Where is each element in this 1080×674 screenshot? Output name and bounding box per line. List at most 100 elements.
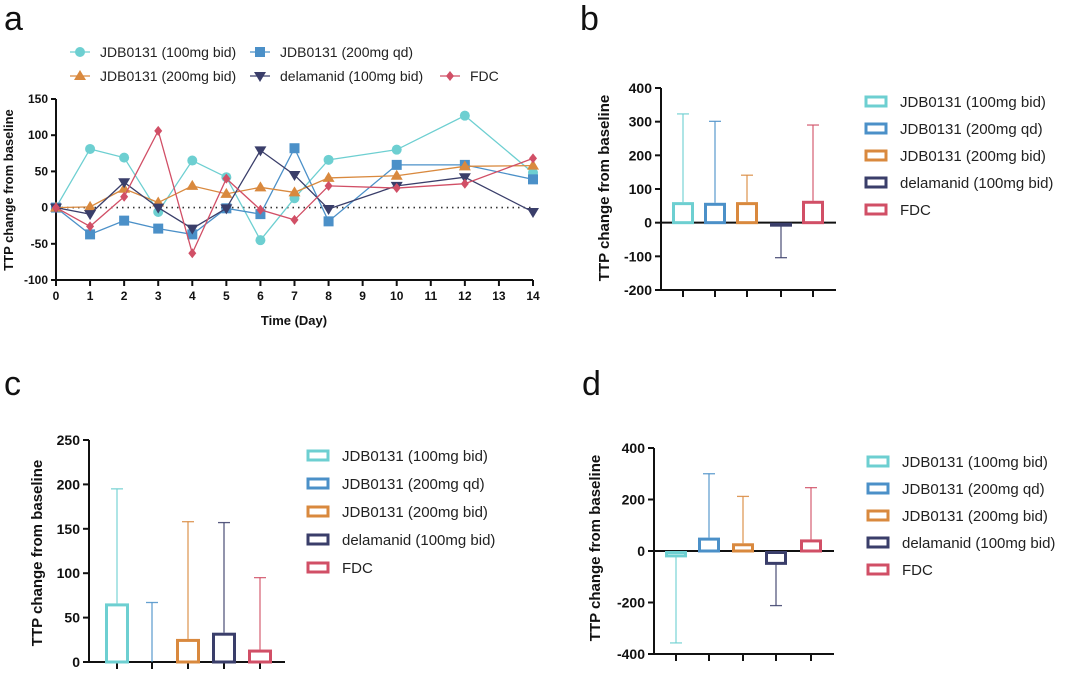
legend-bar-swatch-icon: [864, 122, 888, 135]
panel-c-bars: [105, 488, 272, 664]
panel-d-y-axis-title: TTP change from baseline: [587, 455, 604, 641]
panel-a-data-point: [254, 146, 267, 157]
panel-c-legend-label: JDB0131 (200mg bid): [342, 504, 488, 521]
panel-a-series-line: [55, 149, 534, 230]
panel-d-legend-label: JDB0131 (200mg qd): [902, 481, 1045, 498]
panel-a-data-point: [188, 248, 197, 259]
panel-a-data-point: [154, 125, 163, 136]
panel-a-y-tick-label: 100: [28, 128, 48, 142]
panel-a-data-point: [391, 144, 402, 155]
panel-a-y-tick-label: -100: [24, 273, 48, 287]
panel-c-bar-group: [176, 521, 200, 664]
panel-b-bar-group: [736, 174, 758, 225]
panel-b-bar-group: [802, 124, 824, 225]
panel-a-data-point: [458, 160, 471, 171]
panel-d-bar-group: [732, 495, 754, 553]
panel-a-data-point: [187, 155, 198, 166]
panel-b-y-axis-title: TTP change from baseline: [596, 95, 613, 281]
panel-d-legend-item: JDB0131 (200mg bid): [866, 508, 1048, 525]
panel-d-bar: [732, 543, 754, 553]
panel-b-bar: [802, 200, 824, 225]
panel-c-legend-label: FDC: [342, 560, 373, 577]
panel-d-legend-label: JDB0131 (200mg bid): [902, 508, 1048, 525]
panel-a-data-point: [254, 181, 267, 192]
panel-d-legend-item: JDB0131 (100mg bid): [866, 454, 1048, 471]
panel-b-y-tick-label: 100: [629, 181, 653, 197]
panel-a-legend-label: FDC: [470, 68, 499, 84]
panel-c-y-axis-title: TTP change from baseline: [29, 460, 46, 646]
panel-d-bar-group: [665, 551, 687, 644]
panel-c-bar-group: [248, 576, 272, 664]
panel-a-x-tick-label: 9: [359, 289, 366, 303]
panel-b-legend: JDB0131 (100mg bid) JDB0131 (200mg qd) JDB…: [864, 94, 1053, 219]
panel-d-bar-group: [698, 473, 720, 553]
panel-a-data-point: [288, 171, 301, 182]
panel-a-data-point: [527, 207, 539, 218]
panel-a-data-point: [322, 171, 335, 182]
panel-a-data-point: [152, 203, 165, 214]
legend-bar-swatch-icon: [866, 536, 890, 549]
panel-b-legend-item: delamanid (100mg bid): [864, 175, 1053, 192]
panel-a-data-point: [323, 154, 334, 165]
panel-a-legend-item: JDB0131 (100mg bid): [70, 44, 236, 60]
panel-a-data-point: [323, 216, 334, 227]
legend-bar-swatch-icon: [866, 455, 890, 468]
panel-a-legend-label: JDB0131 (200mg qd): [280, 44, 413, 60]
panel-a-x-tick-label: 3: [155, 289, 162, 303]
panel-a-x-tick-label: 4: [189, 289, 196, 303]
panel-a-data-point: [186, 179, 199, 190]
panel-d-legend-item: FDC: [866, 562, 933, 579]
panel-d-axes: -400 -200 0 200 400: [617, 440, 834, 662]
panel-a-data-point: [255, 235, 266, 246]
panel-a-x-tick-label: 5: [223, 289, 230, 303]
panel-d-bar: [665, 551, 687, 558]
panel-b-bar: [704, 202, 726, 225]
panel-label-a: a: [4, 0, 23, 38]
legend-bar-swatch-icon: [864, 203, 888, 216]
panel-c-legend-item: JDB0131 (200mg bid): [306, 504, 488, 521]
panel-b-legend-label: delamanid (100mg bid): [900, 175, 1053, 192]
legend-bar-swatch-icon: [306, 477, 330, 490]
panel-d-y-tick-label: 400: [622, 440, 646, 456]
panel-a-data-point: [220, 204, 233, 215]
panel-b-legend-item: FDC: [864, 202, 931, 219]
panel-c-y-tick-label: 150: [57, 521, 81, 537]
panel-c-y-tick-label: 100: [57, 565, 81, 581]
panel-a-data-point: [84, 200, 97, 211]
panel-b-y-tick-label: -100: [624, 248, 652, 264]
panel-d-y-tick-label: 0: [637, 543, 645, 559]
panel-a-y-axis-title: TTP change from baseline: [1, 109, 16, 271]
panel-d-y-tick-label: 200: [622, 492, 646, 508]
panel-b-y-tick-label: 200: [629, 147, 653, 163]
panel-b-bar-chart: -200 -100 0 100 200 300 400 JDB0131 (100mg bid…: [596, 80, 1053, 298]
panel-label-c: c: [4, 365, 21, 403]
panel-b-y-tick-label: 400: [629, 80, 653, 96]
legend-bar-swatch-icon: [866, 563, 890, 576]
panel-c-legend-item: FDC: [306, 560, 373, 577]
panel-a-data-point: [324, 180, 333, 191]
legend-bar-swatch-icon: [306, 561, 330, 574]
panel-b-legend-label: JDB0131 (200mg bid): [900, 148, 1046, 165]
panel-a-x-tick-label: 13: [492, 289, 506, 303]
panel-a-data-point: [222, 173, 231, 184]
legend-bar-swatch-icon: [866, 482, 890, 495]
panel-b-y-tick-label: 300: [629, 114, 653, 130]
panel-a-data-point: [529, 153, 537, 164]
panel-b-axes: -200 -100 0 100 200 300 400: [624, 80, 836, 298]
panel-b-legend-label: FDC: [900, 202, 931, 219]
legend-bar-swatch-icon: [306, 505, 330, 518]
panel-c-bar: [212, 632, 236, 664]
panel-c-legend-item: JDB0131 (200mg qd): [306, 476, 485, 493]
panel-a-legend-item: FDC: [440, 68, 499, 84]
panel-d-y-tick-label: -400: [617, 646, 645, 662]
panel-d-legend-label: JDB0131 (100mg bid): [902, 454, 1048, 471]
panel-a-y-tick-label: -50: [31, 237, 49, 251]
panel-c-y-tick-label: 250: [57, 432, 81, 448]
legend-marker-icon: [75, 47, 85, 57]
legend-marker-icon: [254, 72, 266, 82]
panel-a-series-2: [50, 159, 539, 212]
panel-d-legend-label: delamanid (100mg bid): [902, 535, 1055, 552]
panel-c-y-tick-label: 0: [72, 654, 80, 670]
